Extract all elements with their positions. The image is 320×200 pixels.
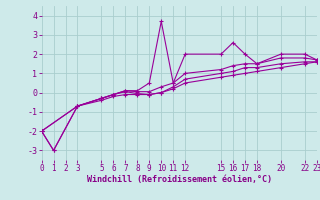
- X-axis label: Windchill (Refroidissement éolien,°C): Windchill (Refroidissement éolien,°C): [87, 175, 272, 184]
